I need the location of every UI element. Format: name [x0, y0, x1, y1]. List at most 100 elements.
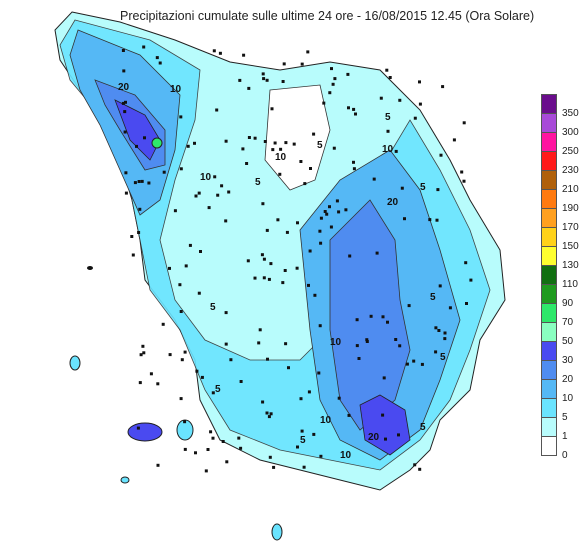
station-marker [265, 411, 269, 415]
station-marker [197, 191, 201, 195]
station-marker [462, 179, 466, 183]
legend-label: 70 [562, 317, 574, 328]
station-marker [434, 350, 438, 354]
station-marker [413, 116, 417, 120]
station-marker [357, 357, 361, 360]
station-marker [193, 141, 196, 145]
station-marker [369, 314, 373, 318]
station-marker [279, 147, 283, 151]
station-marker [121, 101, 125, 105]
contour-label: 10 [170, 84, 182, 95]
contour-label: 5 [420, 182, 426, 193]
contour-label: 5 [255, 177, 261, 188]
station-marker [124, 171, 128, 175]
station-marker [179, 167, 183, 171]
station-marker [299, 397, 303, 401]
station-marker [309, 167, 312, 170]
station-marker [400, 186, 404, 190]
station-marker [168, 353, 172, 357]
station-marker [239, 446, 243, 450]
station-marker [138, 381, 142, 385]
station-marker [347, 106, 350, 110]
station-marker [271, 148, 275, 152]
station-marker [319, 241, 323, 245]
station-marker [344, 208, 348, 212]
station-marker [420, 362, 424, 366]
legend-label: 150 [562, 241, 579, 252]
contour-label: 10 [340, 450, 352, 461]
station-marker [180, 358, 184, 362]
station-marker [155, 56, 159, 60]
station-marker [270, 107, 274, 111]
station-marker [161, 322, 165, 326]
station-marker [136, 426, 140, 430]
station-marker [278, 172, 282, 176]
station-marker [292, 142, 296, 146]
station-marker [241, 147, 245, 151]
station-marker [183, 447, 187, 451]
station-marker [225, 460, 229, 464]
station-marker [412, 359, 416, 363]
station-marker [258, 328, 262, 332]
station-marker [452, 138, 456, 142]
station-marker [281, 80, 285, 83]
station-marker [413, 463, 417, 467]
station-marker [347, 413, 351, 417]
legend-swatch [541, 246, 557, 266]
station-marker [375, 251, 379, 255]
contour-label: 10 [320, 415, 332, 426]
station-marker [262, 257, 266, 261]
island-pianosa [120, 476, 130, 484]
station-marker [130, 235, 134, 238]
station-marker [246, 259, 250, 263]
station-marker [441, 85, 445, 89]
station-marker [213, 175, 217, 179]
station-marker [179, 310, 183, 313]
contour-label: 5 [317, 140, 323, 151]
map-title: Precipitazioni cumulate sulle ultime 24 … [120, 9, 535, 23]
station-marker [307, 283, 310, 287]
station-marker [140, 179, 144, 183]
legend-swatch [541, 379, 557, 399]
station-marker [306, 50, 310, 54]
legend-swatch [541, 417, 557, 437]
peak-70mm [151, 137, 163, 149]
station-marker [238, 78, 242, 82]
station-marker [149, 372, 153, 376]
station-marker [245, 162, 249, 165]
station-marker [386, 320, 389, 324]
contour-label: 10 [200, 172, 212, 183]
station-marker [352, 167, 356, 171]
station-marker [197, 291, 201, 295]
station-marker [284, 342, 288, 346]
station-marker [147, 181, 151, 185]
station-marker [398, 98, 402, 102]
station-marker [156, 382, 160, 386]
legend-label: 50 [562, 336, 574, 347]
station-marker [224, 139, 228, 143]
station-marker [388, 76, 392, 79]
station-marker [418, 80, 421, 84]
station-marker [281, 281, 285, 285]
station-marker [183, 350, 187, 354]
station-marker [123, 130, 127, 134]
station-marker [269, 262, 273, 266]
station-marker [261, 400, 265, 404]
station-marker [200, 375, 204, 379]
station-marker [407, 304, 411, 308]
station-marker [319, 216, 323, 220]
island-giglio [271, 523, 283, 541]
station-marker [397, 433, 400, 437]
station-marker [143, 136, 146, 140]
station-marker [335, 199, 339, 203]
legend-label: 250 [562, 146, 579, 157]
legend-label: 300 [562, 127, 579, 138]
contour-label: 5 [420, 422, 426, 433]
station-marker [386, 129, 390, 133]
legend-swatch [541, 436, 557, 456]
contour-label: 20 [368, 432, 380, 443]
station-marker [313, 293, 317, 297]
island-montecristo [176, 419, 194, 441]
station-marker [131, 253, 135, 257]
legend-label: 0 [562, 450, 568, 461]
